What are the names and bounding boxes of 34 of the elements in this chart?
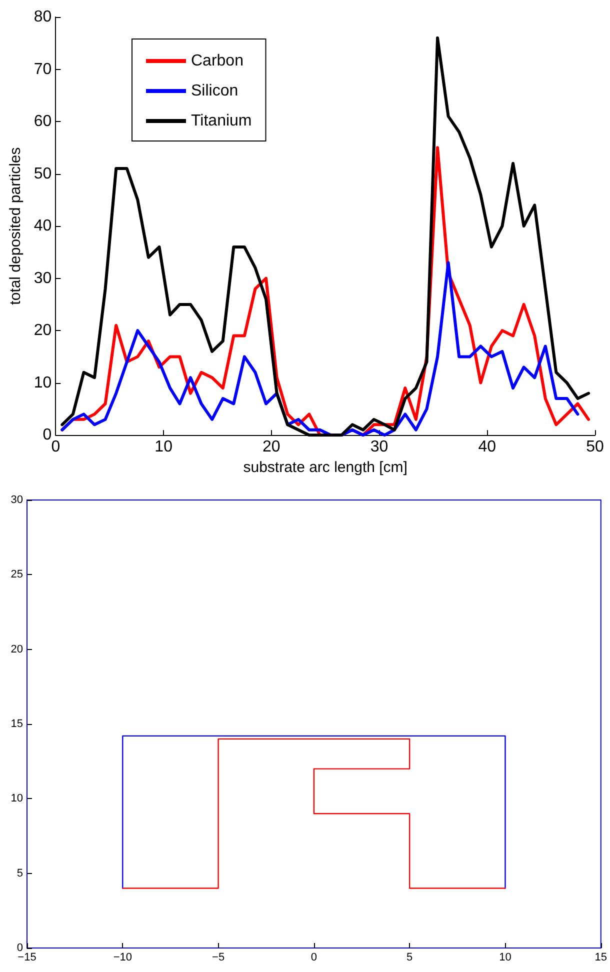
y-tick-label: 30	[34, 270, 52, 287]
x-axis-title: substrate arc length [cm]	[243, 459, 408, 476]
x-tick-label: 10	[499, 952, 512, 964]
y-tick-label: 10	[34, 374, 52, 392]
x-tick-label: 15	[594, 952, 608, 964]
y-tick-label: 20	[34, 322, 52, 340]
y-tick-label: 0	[16, 942, 23, 954]
y-tick-label: 20	[10, 643, 23, 656]
x-tick-label: 50	[586, 438, 604, 456]
y-tick-label: 60	[34, 113, 52, 130]
y-tick-label: 50	[34, 165, 52, 182]
x-tick-label: −15	[18, 952, 36, 964]
y-tick-label: 30	[10, 494, 23, 506]
y-axis-title: total deposited particles	[7, 147, 24, 305]
x-tick-label: −5	[212, 952, 225, 964]
y-tick-label: 15	[10, 718, 23, 730]
y-tick-label: 0	[42, 426, 52, 444]
x-tick-label: 0	[310, 952, 318, 964]
x-tick-label: −10	[113, 952, 132, 964]
y-tick-label: 5	[16, 867, 23, 880]
y-tick-label: 25	[10, 568, 23, 581]
y-tick-label: 10	[10, 792, 23, 805]
legend-label: Silicon	[191, 82, 238, 100]
y-tick-label: 70	[34, 60, 52, 78]
y-tick-label: 40	[34, 218, 52, 235]
y-tick-label: 80	[34, 8, 52, 26]
legend-label: Titanium	[191, 112, 252, 130]
x-tick-label: 40	[478, 438, 496, 456]
x-tick-label: 5	[406, 952, 413, 964]
x-tick-label: 20	[262, 438, 280, 456]
line-series	[60, 261, 580, 437]
legend-label: Carbon	[191, 52, 244, 70]
x-tick-label: 10	[154, 438, 173, 456]
x-tick-label: 30	[370, 438, 388, 456]
